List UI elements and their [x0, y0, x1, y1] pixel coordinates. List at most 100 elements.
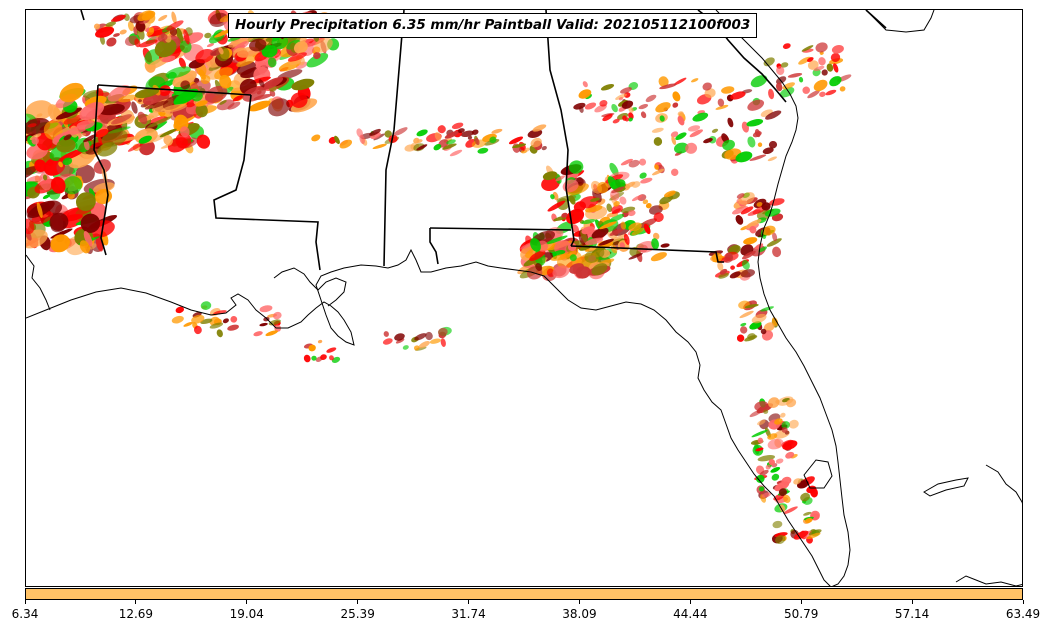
- colorbar-tick: [1022, 600, 1024, 604]
- precip-blob: [590, 197, 600, 202]
- precip-blob: [813, 79, 828, 92]
- precip-blob: [308, 344, 316, 352]
- precip-blob: [793, 478, 802, 485]
- precip-blob: [600, 84, 615, 91]
- precip-blob: [677, 111, 684, 117]
- precip-blob: [384, 130, 392, 138]
- precip-blob: [782, 440, 798, 450]
- colorbar-tick-label: 44.44: [673, 607, 708, 621]
- precip-blob: [571, 224, 580, 234]
- precip-blob: [131, 101, 138, 114]
- precip-blob: [313, 52, 321, 60]
- precip-blob: [756, 474, 765, 483]
- precip-blob: [772, 246, 782, 258]
- precip-blob: [599, 221, 617, 230]
- precip-blob: [209, 12, 229, 28]
- precip-blob: [775, 399, 780, 404]
- precip-blob: [602, 113, 613, 122]
- precip-blob: [138, 99, 142, 103]
- precip-blob: [127, 20, 135, 32]
- precip-blob: [653, 137, 663, 146]
- precip-blob: [584, 237, 604, 246]
- precip-blob: [702, 82, 712, 91]
- precip-blob: [393, 127, 408, 136]
- precip-blob: [489, 136, 497, 144]
- colorbar-tick-label: 31.74: [451, 607, 486, 621]
- precip-blob: [209, 322, 224, 329]
- precip-blob: [627, 210, 636, 217]
- precip-blob: [757, 437, 764, 444]
- precip-blob: [105, 21, 117, 27]
- precip-blob: [416, 144, 428, 151]
- precip-blob: [413, 345, 420, 351]
- precip-blob: [317, 339, 323, 344]
- precip-blob: [800, 492, 811, 502]
- precip-blob: [806, 532, 821, 540]
- precip-blob: [729, 271, 741, 279]
- precip-blob: [830, 52, 841, 63]
- precip-blob: [640, 111, 647, 119]
- precip-blob: [776, 66, 785, 75]
- precip-blob: [798, 76, 804, 83]
- precip-blob: [541, 176, 560, 191]
- precip-blob: [781, 421, 790, 429]
- precip-blob: [631, 194, 643, 202]
- precip-blob: [804, 518, 813, 523]
- precip-blob: [163, 134, 173, 146]
- precip-blob: [767, 156, 778, 162]
- precip-blob: [751, 429, 768, 438]
- precip-blob: [550, 253, 572, 261]
- colorbar-tick-label: 50.79: [784, 607, 819, 621]
- precip-blob: [79, 101, 105, 121]
- precip-blob: [471, 129, 479, 135]
- precip-blob: [761, 202, 771, 211]
- precip-blob: [573, 102, 586, 110]
- precip-blob: [612, 118, 620, 124]
- precip-blob: [429, 338, 441, 344]
- precip-blob: [727, 117, 734, 128]
- colorbar-tick-label: 25.39: [340, 607, 375, 621]
- precip-blob: [171, 315, 184, 324]
- precip-blob: [137, 111, 148, 125]
- precip-blob: [524, 147, 530, 152]
- precip-blob: [134, 38, 141, 48]
- precip-blob: [628, 106, 634, 113]
- precip-blob: [768, 459, 775, 466]
- precip-blob: [833, 63, 839, 73]
- precip-blob: [807, 90, 820, 99]
- precip-blob: [839, 86, 846, 92]
- colorbar: [25, 588, 1023, 600]
- precip-blob: [200, 301, 212, 310]
- precip-blob: [195, 100, 208, 107]
- precip-blob: [628, 159, 640, 168]
- precip-blob: [402, 345, 409, 350]
- coastline-delta: [273, 267, 347, 307]
- precip-blob: [425, 331, 433, 341]
- precip-blob: [808, 529, 822, 536]
- precip-blob: [813, 65, 825, 72]
- precip-blob: [768, 140, 778, 149]
- precip-blob: [172, 70, 197, 88]
- precip-blob: [597, 181, 609, 194]
- precip-blob: [774, 418, 783, 425]
- precip-blob: [232, 95, 244, 102]
- precip-blob: [138, 135, 152, 144]
- lake-okeechobee: [803, 459, 833, 489]
- colorbar-tick: [357, 600, 359, 604]
- precip-blob: [766, 238, 782, 247]
- precip-blob: [329, 355, 334, 361]
- colorbar-tick: [24, 600, 26, 604]
- precip-blob: [230, 315, 238, 323]
- precip-blob: [227, 324, 239, 331]
- precip-blob: [620, 221, 627, 230]
- precip-blob: [782, 43, 791, 49]
- precip-blob: [433, 144, 442, 151]
- precip-blob: [746, 119, 764, 127]
- precip-blob: [806, 57, 814, 63]
- precip-blob: [751, 313, 767, 324]
- precip-blob: [39, 173, 52, 191]
- precip-blob: [442, 143, 457, 150]
- precip-blob: [144, 100, 169, 110]
- precip-blob: [180, 80, 190, 90]
- precip-blob: [741, 250, 756, 260]
